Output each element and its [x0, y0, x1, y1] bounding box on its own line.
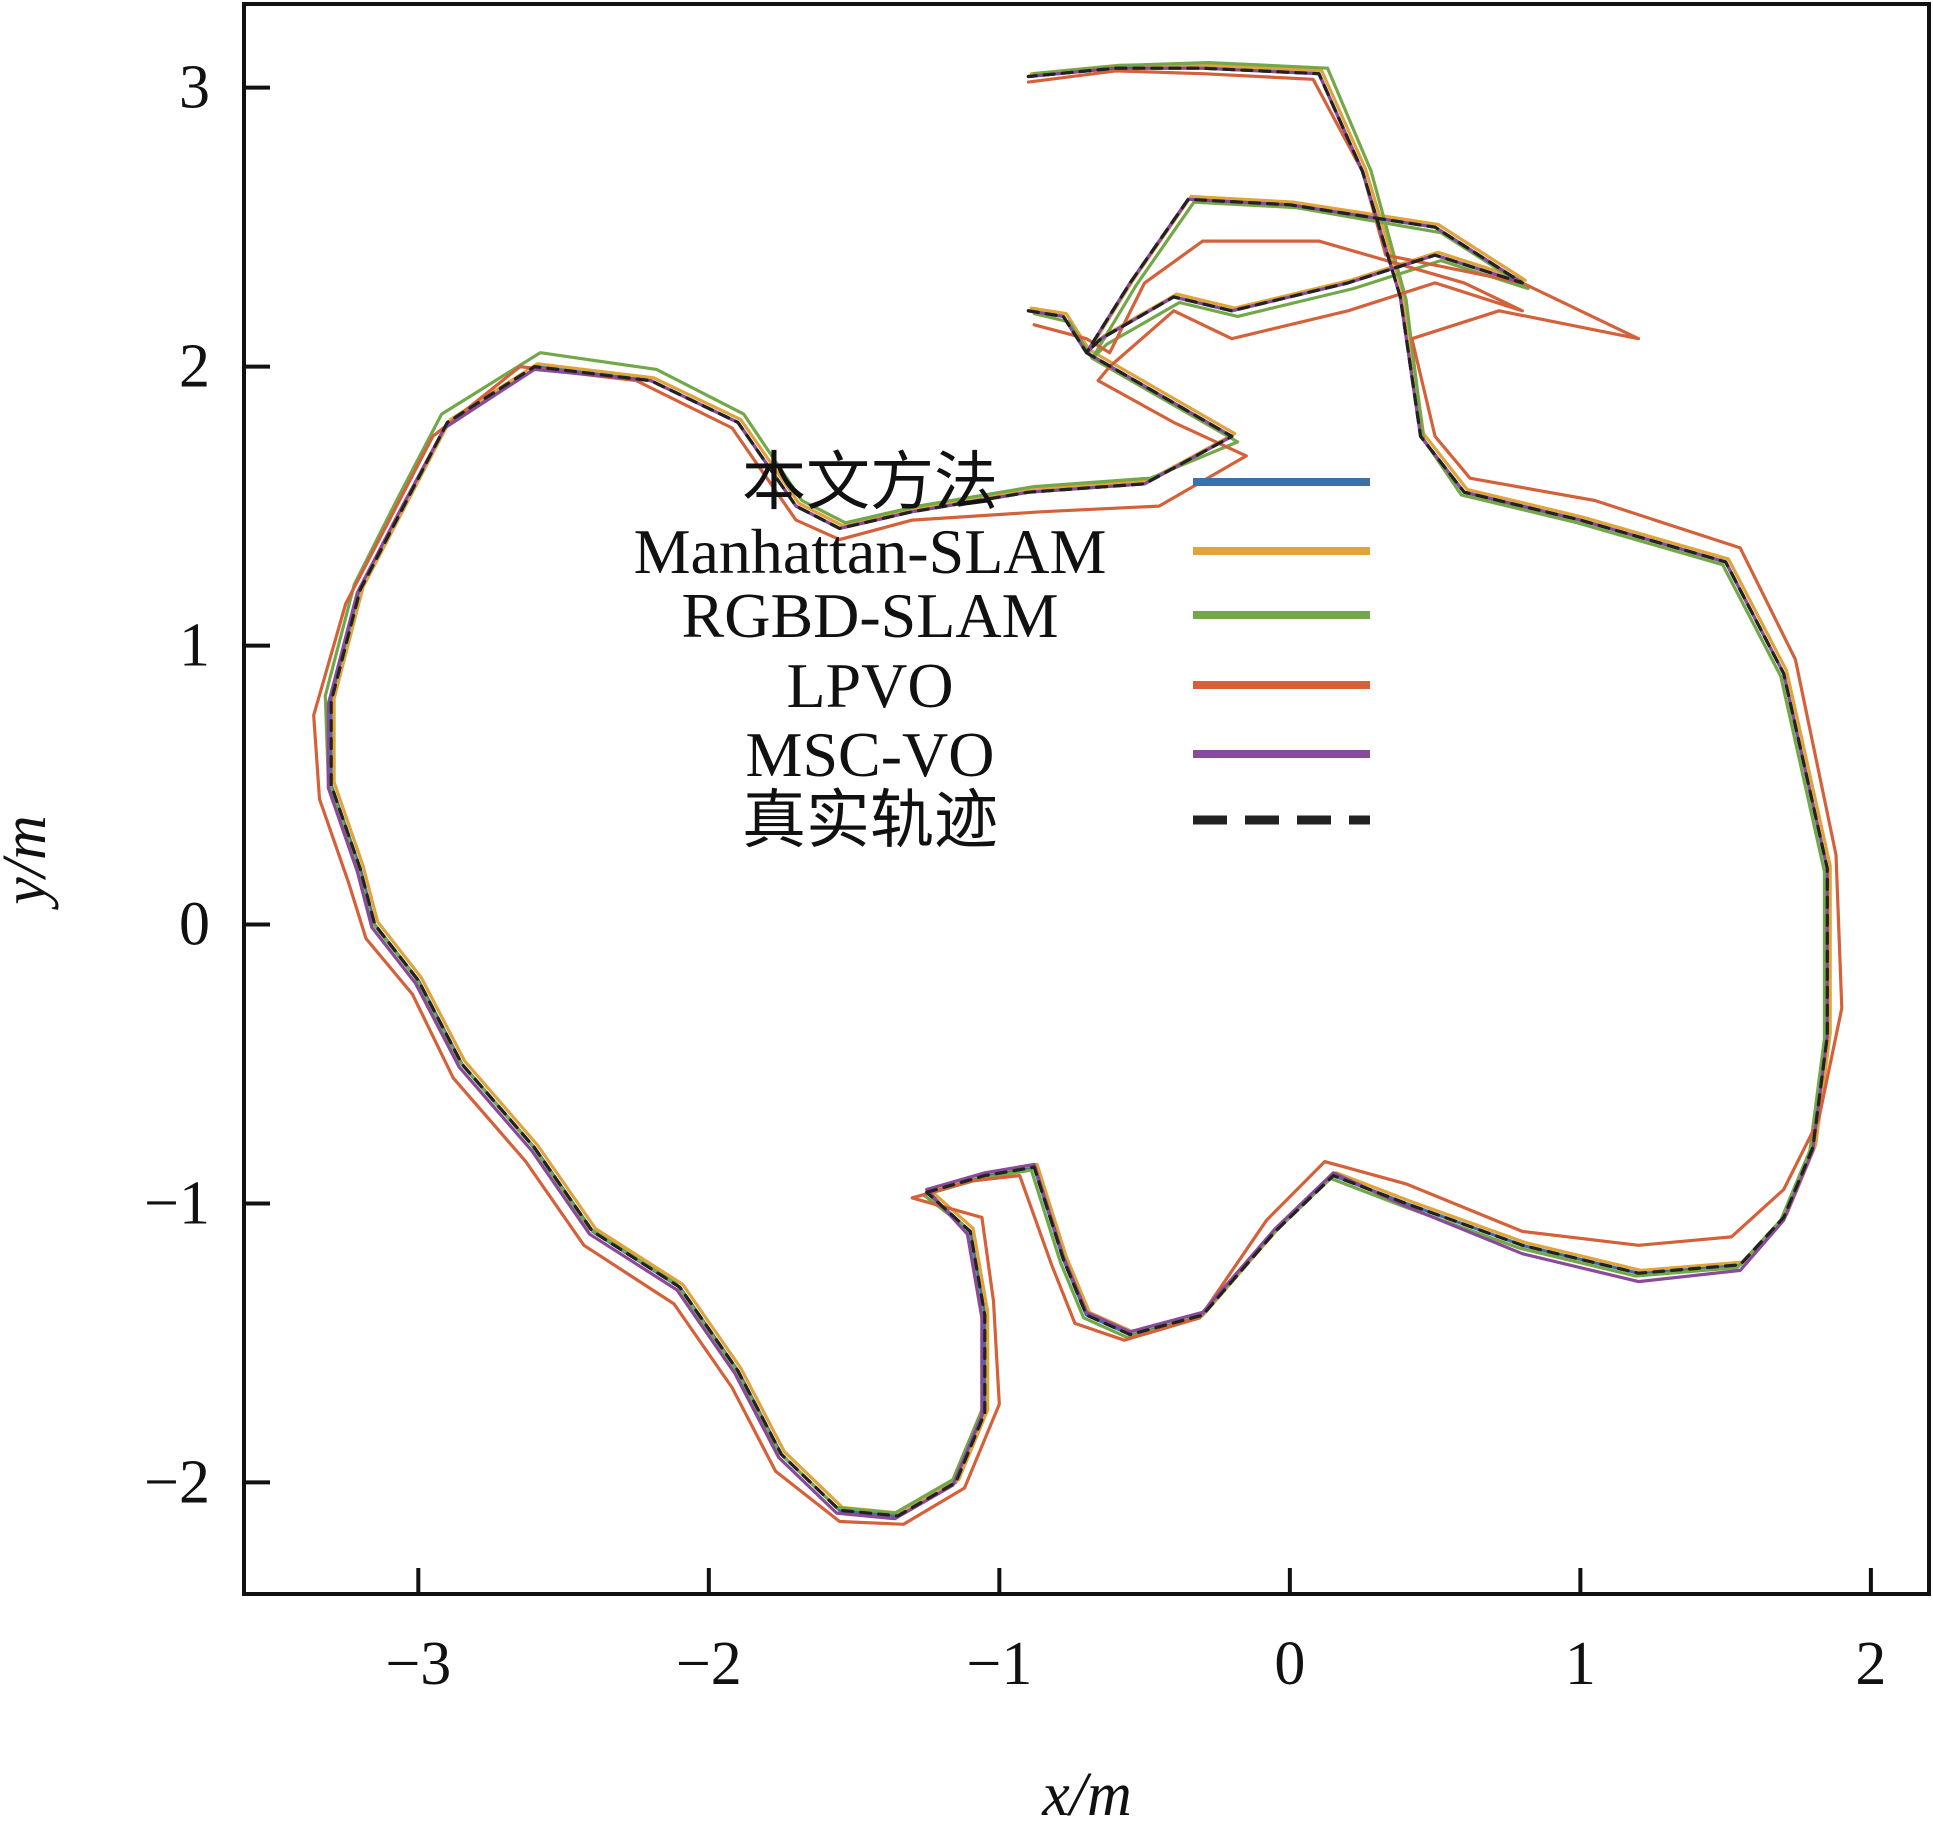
x-axis-title: x/m	[1041, 1761, 1132, 1829]
x-tick-label: 2	[1855, 1630, 1886, 1698]
plot-frame	[242, 2, 1931, 1596]
y-tick-label: 3	[179, 54, 210, 122]
y-axis: −2 −1 0 1 2 3	[144, 54, 270, 1516]
x-tick-label: −1	[966, 1630, 1032, 1698]
x-tick-label: −3	[385, 1630, 451, 1698]
legend-label: 真实轨迹	[742, 785, 998, 856]
legend-label: 本文方法	[742, 447, 998, 518]
x-tick-label: −2	[676, 1630, 742, 1698]
series-layer	[312, 61, 1844, 1526]
y-tick-label: 1	[179, 612, 210, 680]
legend-label: Manhattan-SLAM	[634, 516, 1107, 587]
x-tick-label: 1	[1565, 1630, 1596, 1698]
y-tick-label: 0	[179, 891, 210, 959]
series-line-2	[323, 61, 1826, 1515]
x-tick-label: 0	[1274, 1630, 1305, 1698]
legend: 本文方法Manhattan-SLAMRGBD-SLAMLPVOMSC-VO真实轨…	[634, 447, 1370, 856]
y-tick-label: −1	[144, 1169, 210, 1237]
x-axis: −3 −2 −1 0 1 2	[385, 1568, 1886, 1698]
y-tick-label: −2	[144, 1448, 210, 1516]
legend-label: RGBD-SLAM	[682, 580, 1059, 651]
legend-label: MSC-VO	[746, 719, 995, 790]
y-axis-title: y/m	[0, 815, 59, 911]
series-line-5	[329, 66, 1829, 1518]
y-tick-label: 2	[179, 333, 210, 401]
series-line-1	[332, 63, 1832, 1515]
legend-label: LPVO	[786, 650, 953, 721]
